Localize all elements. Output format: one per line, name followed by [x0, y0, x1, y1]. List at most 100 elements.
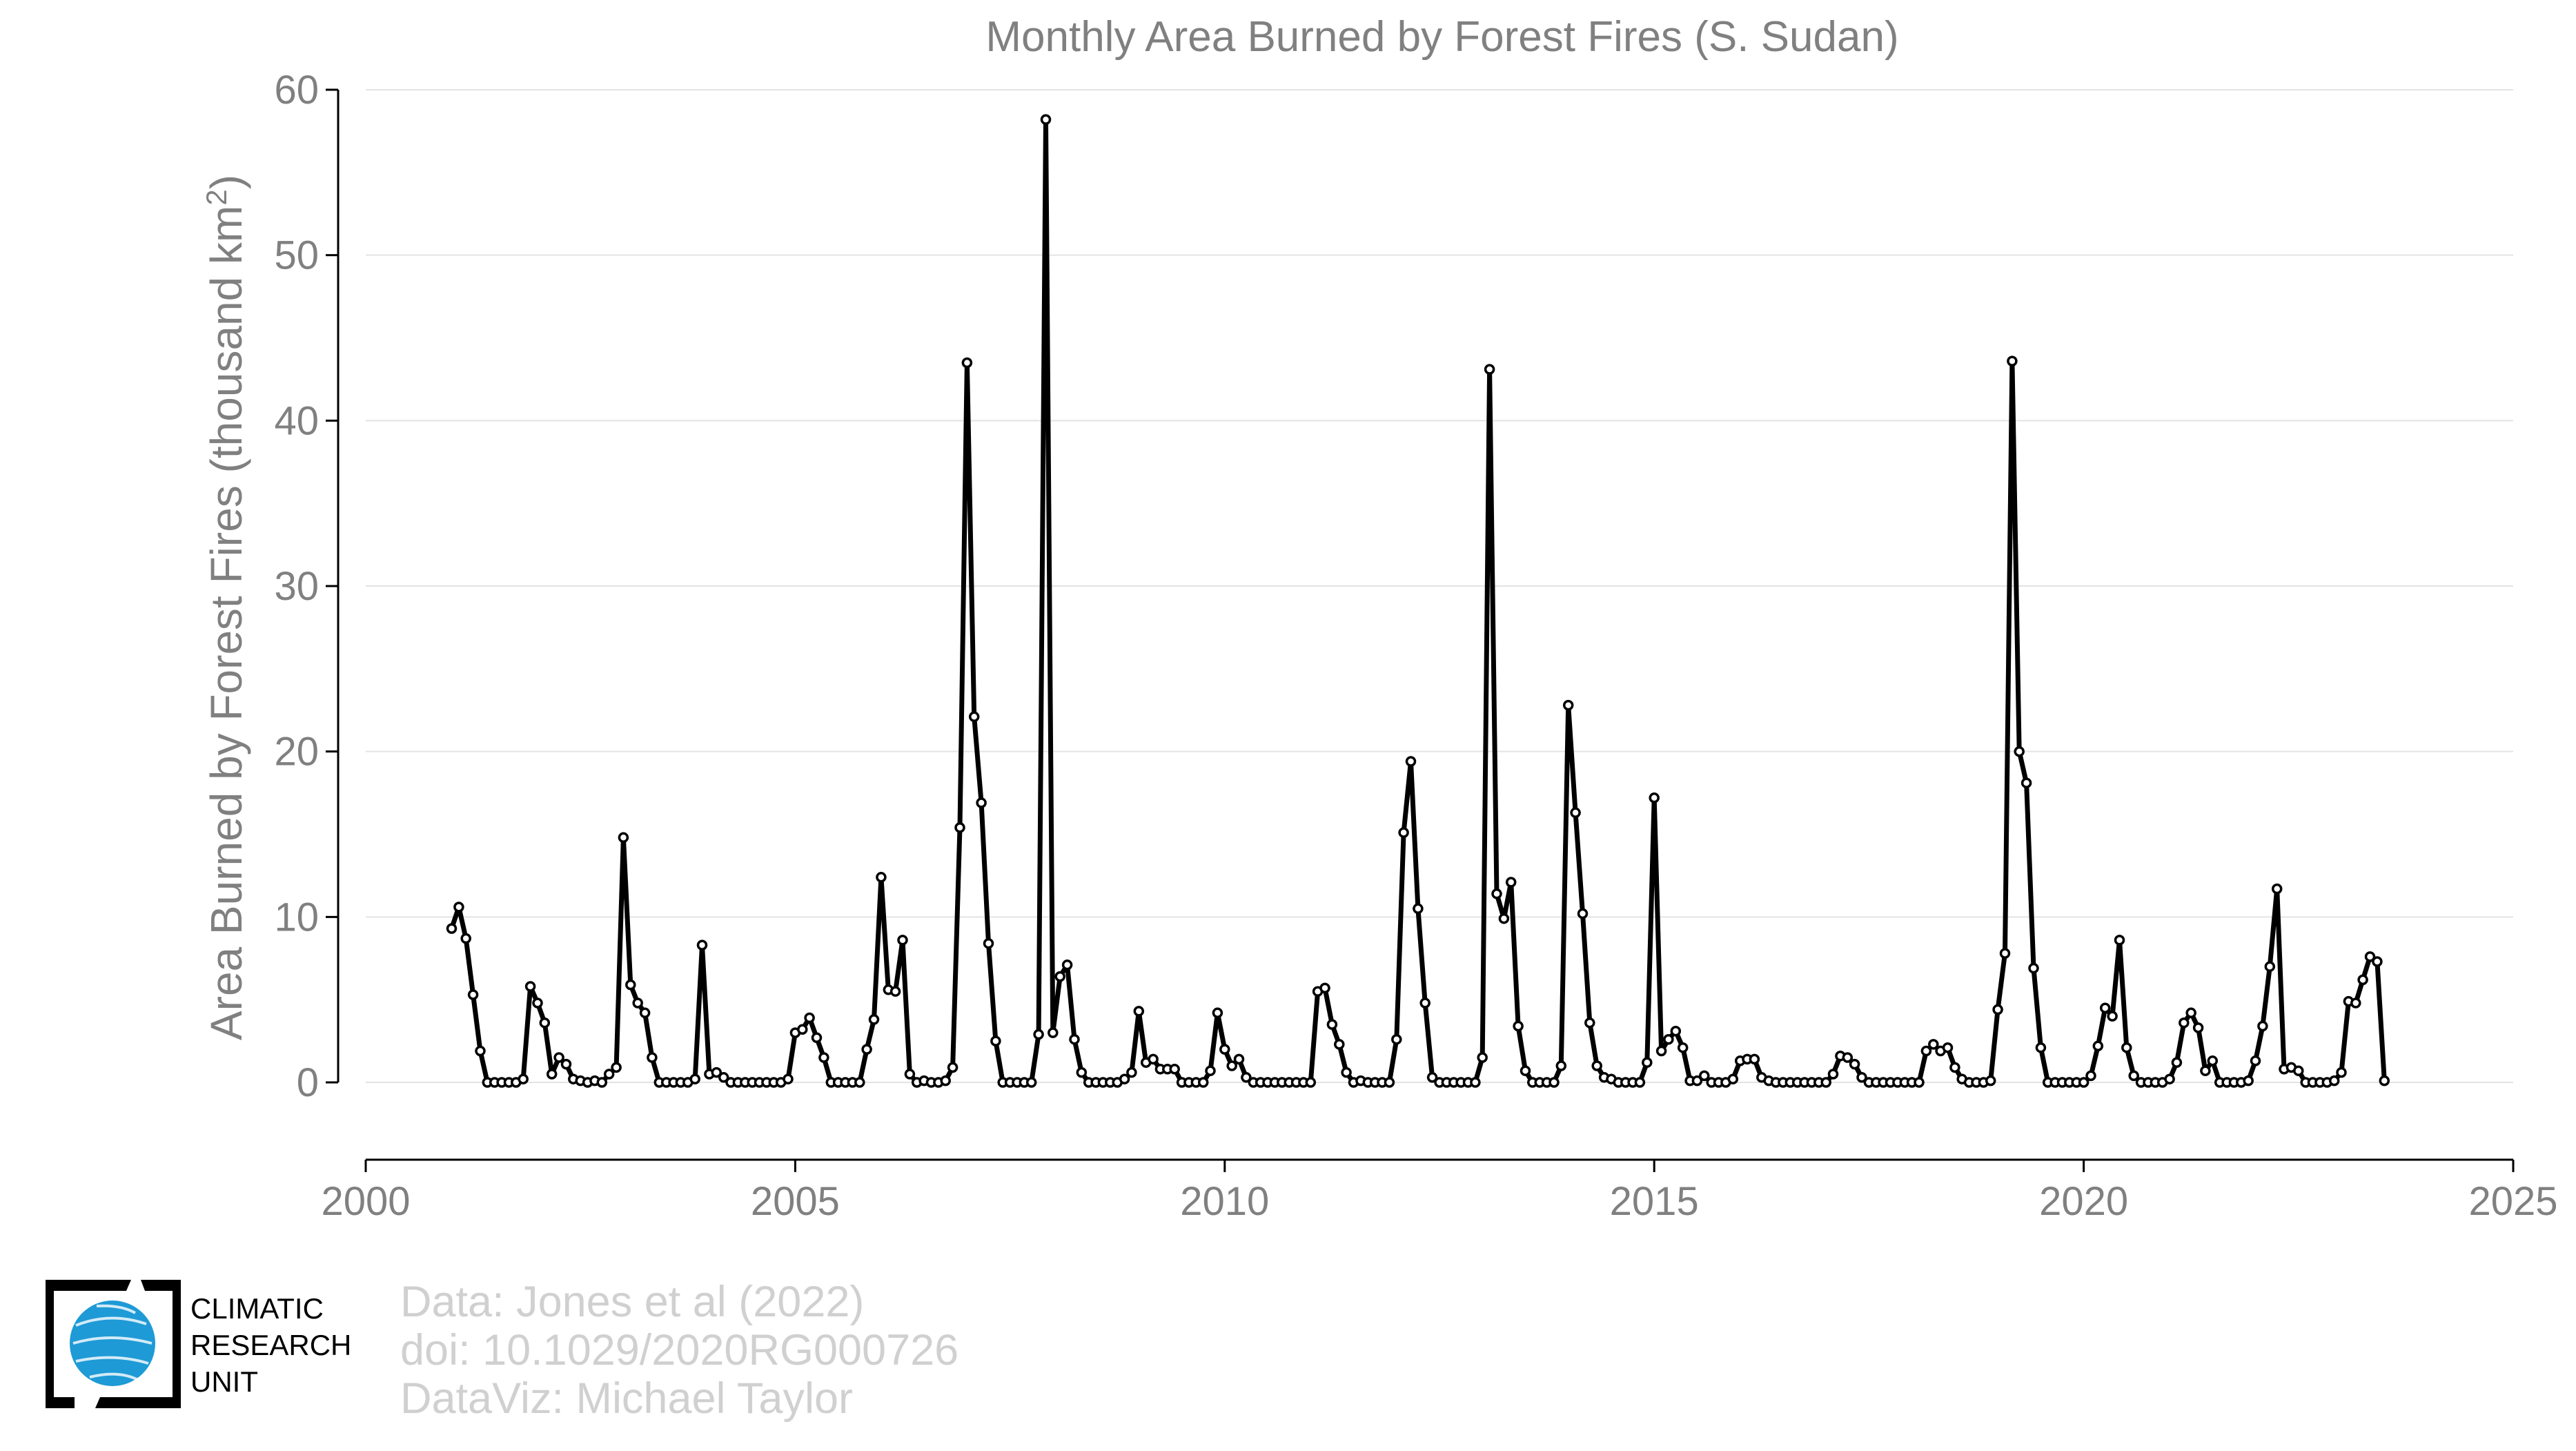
data-point [2035, 1042, 2047, 1053]
data-point [696, 939, 708, 951]
y-axis-label: Area Burned by Forest Fires (thousand km… [200, 175, 251, 1040]
y-tick-label: 10 [274, 895, 319, 939]
data-point [1505, 877, 1517, 888]
data-point [804, 1012, 815, 1024]
data-point [2114, 935, 2125, 946]
data-point [783, 1073, 794, 1084]
data-point [475, 1045, 486, 1057]
x-tick-label: 2010 [1180, 1179, 1269, 1224]
x-axis: 2000 2005 2010 2015 2020 2025 [321, 1158, 2558, 1224]
data-point [983, 937, 994, 949]
y-tick-label: 40 [274, 398, 319, 443]
data-point [1520, 1065, 1531, 1076]
data-point [1920, 1045, 1932, 1057]
data-point [1555, 1060, 1567, 1071]
data-point [1513, 1020, 1524, 1032]
data-point [546, 1069, 558, 1080]
credit-doi: doi: 10.1029/2020RG000726 [400, 1326, 959, 1374]
data-point [1856, 1072, 1867, 1083]
data-point [1405, 756, 1417, 767]
data-point [2014, 746, 2025, 757]
logo-text-line2: RESEARCH [190, 1329, 352, 1361]
data-point [524, 981, 536, 992]
data-point [1069, 1033, 1080, 1045]
data-point [2085, 1070, 2096, 1082]
credit-data-source: Data: Jones et al (2022) [400, 1278, 865, 1326]
data-point [632, 997, 643, 1009]
data-point [1642, 1057, 1653, 1068]
data-point [811, 1032, 823, 1044]
data-point [453, 902, 464, 913]
data-point [1119, 1073, 1130, 1084]
data-point [1949, 1062, 1960, 1073]
y-tick-label: 50 [274, 233, 319, 278]
data-point [1670, 1025, 1682, 1037]
data-point [818, 1052, 829, 1063]
data-point [2357, 974, 2368, 986]
data-point [1219, 1044, 1230, 1055]
data-point [2207, 1055, 2219, 1067]
x-tick-label: 2005 [751, 1179, 840, 1224]
data-point [611, 1062, 622, 1073]
data-point [1484, 364, 1495, 375]
data-point [446, 923, 458, 934]
data-point [1849, 1058, 1860, 1070]
data-point [797, 1024, 808, 1035]
data-point [647, 1052, 658, 1063]
cru-logo [46, 1280, 181, 1408]
data-point [1677, 1042, 1689, 1053]
data-point [1470, 1077, 1481, 1088]
data-point [1491, 888, 1502, 899]
credit-dataviz: DataViz: Michael Taylor [400, 1374, 853, 1423]
data-point [618, 832, 629, 844]
data-point [2028, 962, 2039, 974]
gridlines [366, 89, 2513, 1083]
data-point [868, 1014, 880, 1025]
data-point [1548, 1077, 1560, 1088]
data-point [596, 1077, 608, 1088]
data-point [1842, 1052, 1854, 1063]
data-point [1634, 1077, 1646, 1088]
data-point [1691, 1075, 1703, 1087]
data-point [2121, 1042, 2132, 1053]
data-point [1498, 913, 1510, 924]
data-point [1577, 908, 1589, 919]
data-point [1205, 1065, 1216, 1076]
data-point [1133, 1006, 1145, 1017]
logo-text-line1: CLIMATIC [190, 1292, 324, 1325]
data-point [1226, 1060, 1237, 1071]
data-point [954, 822, 965, 833]
data-point [976, 797, 987, 808]
data-point [2179, 1017, 2190, 1029]
logo-text-line3: UNIT [190, 1365, 258, 1398]
data-point [1305, 1077, 1317, 1088]
data-point [1591, 1060, 1602, 1071]
data-point [1727, 1073, 1739, 1084]
data-point [625, 979, 636, 991]
data-point [1477, 1052, 1488, 1063]
data-point [1169, 1064, 1180, 1075]
data-point [1212, 1007, 1223, 1019]
data-point [961, 357, 973, 369]
data-point [1914, 1077, 1925, 1088]
data-point [1341, 1067, 1352, 1078]
series-line [449, 117, 2387, 1085]
data-point [876, 872, 887, 883]
x-tick-label: 2025 [2468, 1179, 2557, 1224]
y-tick-label: 60 [274, 68, 319, 113]
data-point [1054, 971, 1065, 982]
data-point [2007, 356, 2018, 367]
data-point [2271, 883, 2283, 895]
data-point [1699, 1070, 1710, 1082]
data-point [1426, 1072, 1438, 1083]
data-point [1992, 1004, 2003, 1015]
data-point [2250, 1055, 2261, 1067]
data-series [446, 114, 2390, 1088]
data-point [1562, 699, 1574, 711]
data-point [1048, 1027, 1059, 1038]
data-point [861, 1044, 872, 1055]
data-point [560, 1058, 572, 1070]
y-tick-label: 20 [274, 730, 319, 775]
data-point [1985, 1075, 1996, 1087]
data-point [518, 1073, 529, 1084]
